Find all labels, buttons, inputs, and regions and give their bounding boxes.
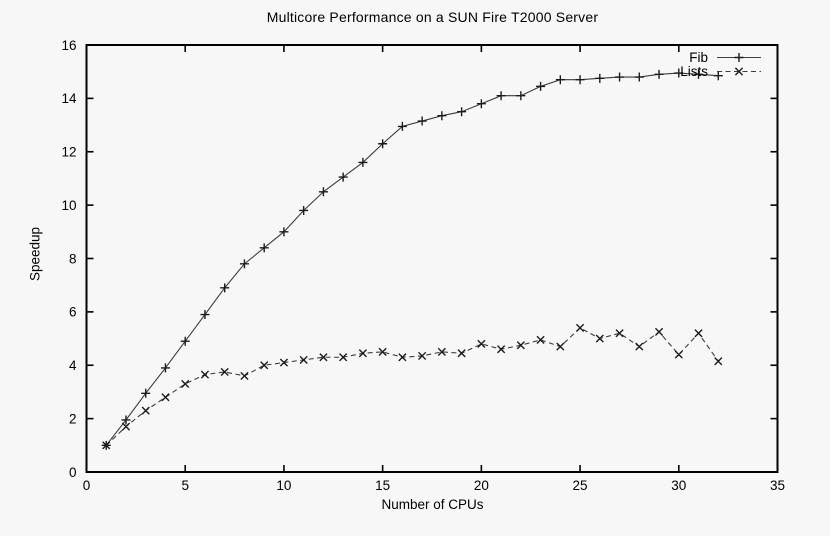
series-lists — [102, 323, 723, 450]
y-tick-label: 10 — [61, 198, 76, 213]
y-tick-label: 4 — [69, 358, 77, 373]
y-tick-label: 0 — [69, 465, 77, 480]
legend-item-lists: Lists — [680, 63, 762, 79]
legend-marker-fib-icon — [734, 52, 744, 62]
chart-title: Multicore Performance on a SUN Fire T200… — [266, 9, 599, 25]
legend-label-fib: Fib — [689, 49, 708, 65]
legend-item-fib: Fib — [680, 49, 762, 65]
series-line-lists — [105, 327, 719, 446]
x-axis-label: Number of CPUs — [381, 497, 484, 512]
y-tick-label: 12 — [61, 145, 76, 160]
y-axis-label: Speedup — [27, 226, 43, 282]
y-tick-label: 6 — [69, 305, 77, 320]
x-tick-label: 10 — [276, 478, 291, 493]
y-tick-label: 2 — [69, 411, 77, 426]
series-markers-fib — [101, 68, 723, 450]
x-tick-label: 35 — [770, 478, 785, 493]
legend-marker-lists-icon — [734, 66, 744, 76]
axis-ticks — [85, 44, 779, 473]
y-tick-label: 8 — [69, 251, 77, 266]
x-tick-label: 25 — [573, 478, 588, 493]
legend-label-lists: Lists — [680, 63, 708, 79]
x-tick-label: 15 — [375, 478, 390, 493]
x-tick-label: 30 — [671, 478, 686, 493]
x-tick-label: 5 — [181, 478, 189, 493]
legend: Fib Lists — [680, 49, 762, 79]
x-tick-label: 0 — [83, 478, 91, 493]
series-fib — [101, 68, 723, 450]
series-line-fib — [105, 72, 719, 446]
legend-sample-lists-line-icon — [717, 66, 761, 76]
y-tick-label: 14 — [61, 91, 77, 106]
series-markers-lists — [102, 323, 723, 450]
y-tick-label: 16 — [61, 38, 76, 53]
legend-sample-fib-line-icon — [717, 52, 761, 62]
x-tick-label: 20 — [474, 478, 489, 493]
plot-border — [85, 44, 779, 473]
